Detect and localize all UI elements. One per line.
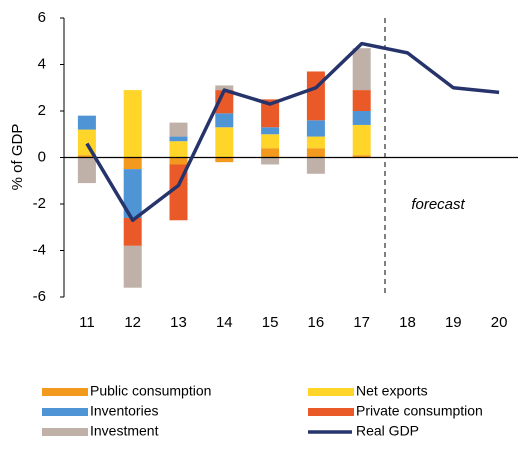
x-tick-label: 15 [262,314,279,331]
y-tick-label: 0 [38,148,46,165]
bar-segment [352,124,371,156]
bar-segment [169,141,188,158]
line-series [85,41,500,223]
legend-swatch [42,408,88,416]
legend-swatch [42,428,88,436]
x-tick-label: 12 [124,314,141,331]
bar-segment [261,157,280,165]
legend-swatch [42,388,88,396]
legend-label: Investment [90,423,159,439]
bar-segment [169,136,188,142]
legend-label: Net exports [356,383,428,399]
legend-swatch [308,408,354,416]
bar-segment [306,157,325,174]
bar-segment [306,71,325,121]
bar-segment [352,111,371,125]
bar-segment [261,134,280,149]
x-tick-label: 11 [79,314,95,331]
bar-segment [169,122,188,137]
bar-segment [77,115,96,130]
bar-segment [306,120,325,137]
y-tick-label: -6 [33,288,46,305]
x-tick-label: 19 [445,314,462,331]
bar-segment [77,155,96,158]
x-tick-label: 17 [353,314,370,331]
x-tick-label: 16 [308,314,325,331]
bar-segment [306,136,325,149]
legend-label: Private consumption [356,403,483,419]
x-tick-label: 18 [399,314,416,331]
legend-swatch [308,388,354,396]
bar-segment [261,148,280,158]
y-tick-label: -4 [33,241,46,258]
legend-label: Real GDP [356,423,419,439]
y-tick-label: 4 [38,55,46,72]
bar-segment [306,148,325,158]
annotation: forecast [411,196,465,213]
bar-segment [123,157,142,170]
x-tick-label: 14 [216,314,233,331]
y-tick-label: 2 [38,102,46,119]
bar-segment [215,127,234,158]
bar-segment [215,157,234,163]
bar-segment [77,157,96,184]
legend-label: Inventories [90,403,158,419]
bar-segment [215,85,234,91]
bar-segment [123,90,142,158]
bar-segment [352,155,371,158]
bar-segment [352,90,371,111]
bar-segment [261,127,280,135]
bar-segment [215,113,234,128]
y-axis-label: % of GDP [9,124,26,191]
y-tick-label: -2 [33,195,46,212]
bar-segment [261,99,280,128]
y-tick-label: 6 [38,9,46,26]
x-tick-label: 20 [491,314,508,331]
bar-segment [123,217,142,246]
bar-segment [123,169,142,218]
bar-segment [169,157,188,165]
legend-label: Public consumption [90,383,211,399]
x-tick-label: 13 [170,314,187,331]
bar-segment [352,48,371,91]
bar-segment [123,245,142,288]
